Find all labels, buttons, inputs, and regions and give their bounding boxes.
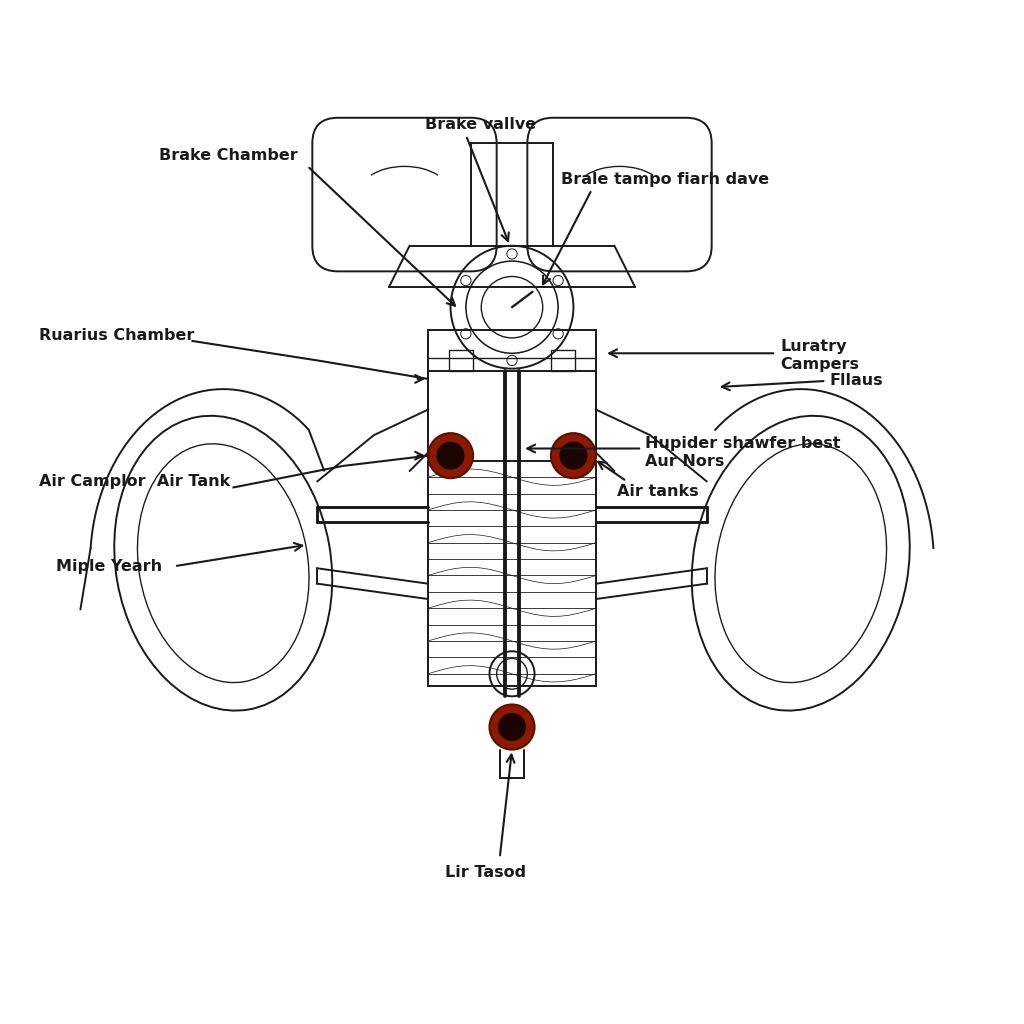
Circle shape	[428, 433, 473, 478]
Text: Lir Tasod: Lir Tasod	[445, 865, 526, 880]
Text: Luratry
Campers: Luratry Campers	[780, 339, 859, 372]
Text: Hupider shawfer best
Aur Nors: Hupider shawfer best Aur Nors	[645, 436, 841, 469]
Text: Air tanks: Air tanks	[617, 484, 699, 499]
Bar	[428, 330, 596, 371]
Circle shape	[499, 714, 525, 740]
Text: Brake vallve: Brake vallve	[425, 118, 537, 132]
Text: Brake Chamber: Brake Chamber	[159, 148, 297, 163]
Circle shape	[551, 433, 596, 478]
Circle shape	[437, 442, 464, 469]
Text: Air Camplor  Air Tank: Air Camplor Air Tank	[39, 474, 230, 488]
Circle shape	[489, 705, 535, 750]
Circle shape	[560, 442, 587, 469]
Bar	[428, 461, 596, 686]
Text: Fllaus: Fllaus	[829, 374, 883, 388]
Text: Miple Yearh: Miple Yearh	[56, 559, 163, 573]
Bar	[449, 350, 473, 371]
Text: Ruarius Chamber: Ruarius Chamber	[39, 329, 195, 343]
Bar	[551, 350, 575, 371]
Text: Brale tampo fiarh dave: Brale tampo fiarh dave	[561, 172, 769, 186]
